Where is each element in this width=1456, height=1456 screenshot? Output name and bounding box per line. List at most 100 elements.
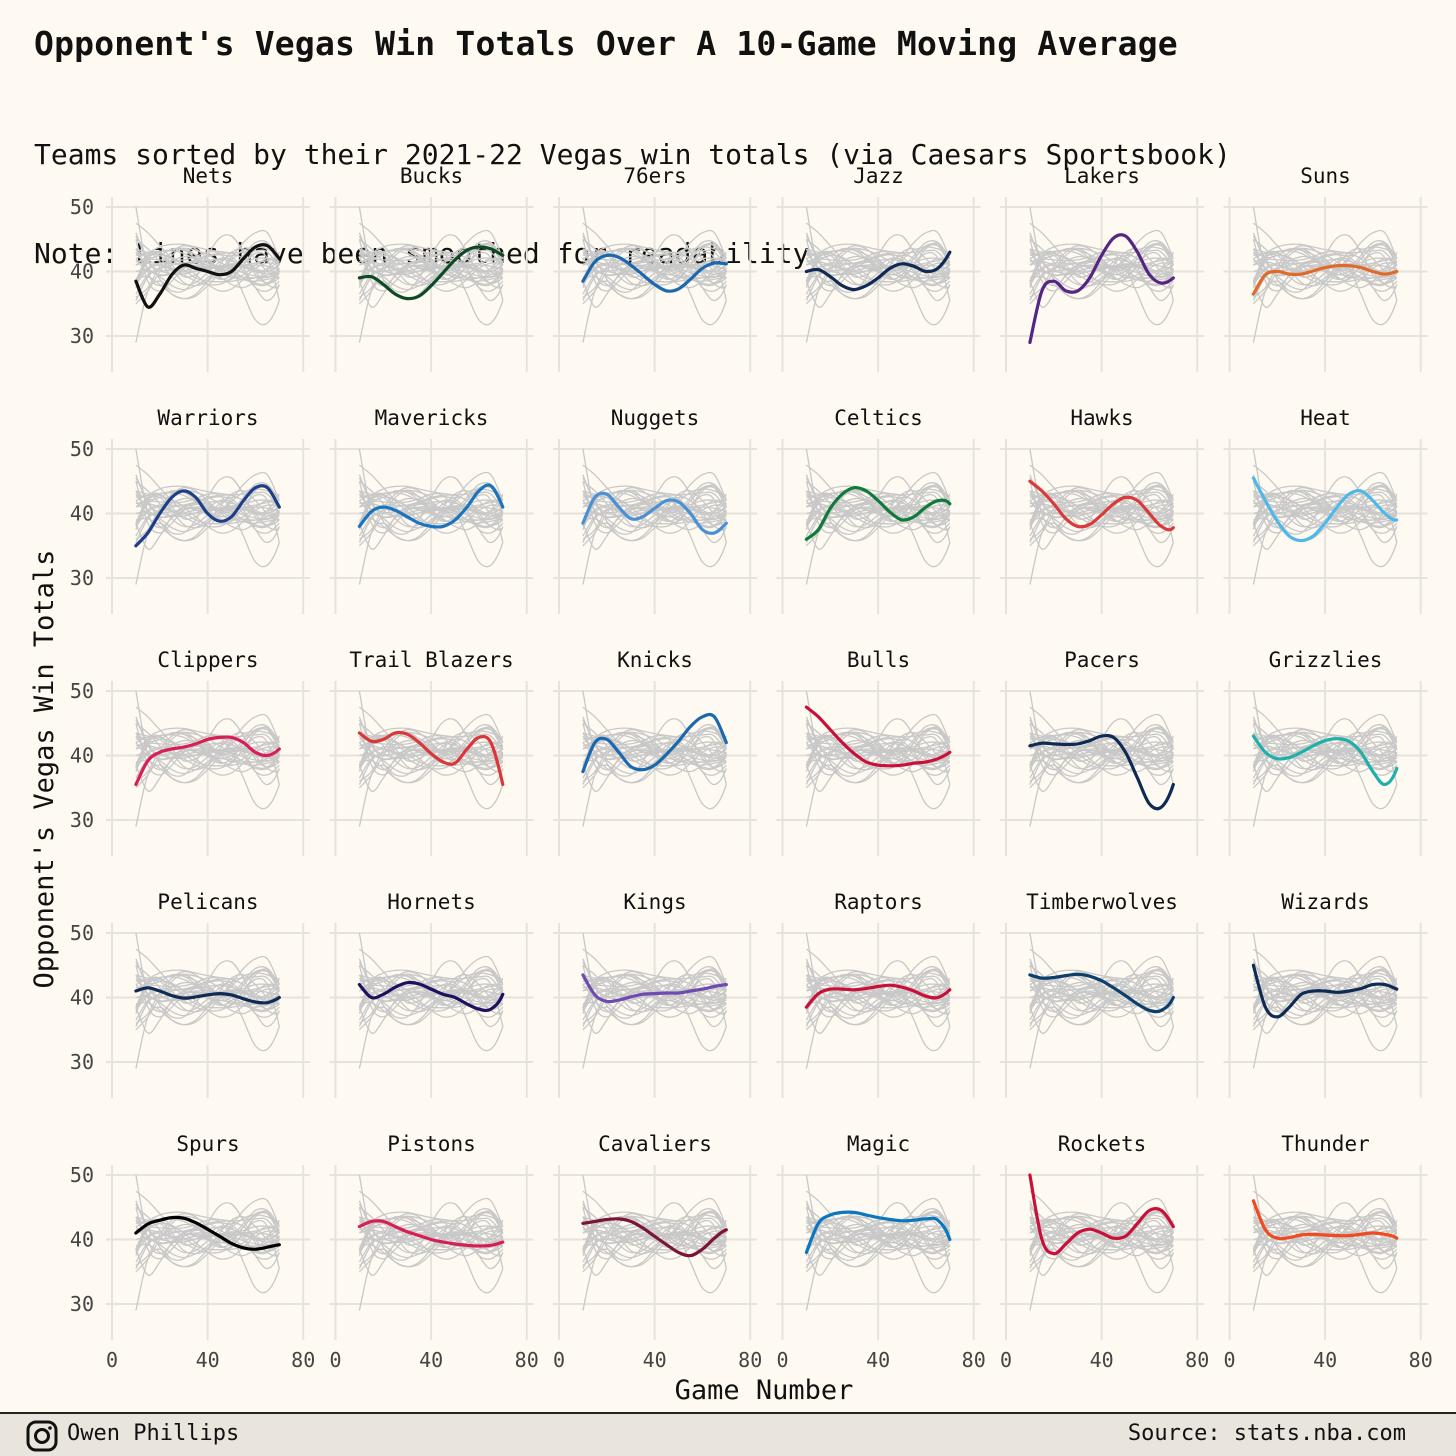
- series-line-jazz: [804, 250, 952, 292]
- background-line-thunder: [805, 958, 951, 998]
- background-line-thunder: [1029, 474, 1174, 514]
- background-line-rockets: [358, 690, 504, 771]
- background-line-hornets: [358, 497, 504, 528]
- background-line-pacers: [582, 492, 727, 568]
- x-tick-label: 0: [1000, 1348, 1012, 1372]
- facet-label: Mavericks: [375, 406, 489, 430]
- background-line-bucks: [806, 488, 951, 542]
- background-line-grizzlies: [805, 977, 951, 1028]
- background-line-thunder: [582, 716, 727, 756]
- background-line-rockets: [358, 1174, 504, 1255]
- background-line-hawks: [358, 964, 504, 1015]
- background-line-pistons: [1253, 494, 1398, 521]
- background-line-cavaliers: [1253, 734, 1398, 773]
- facet-label: Clippers: [157, 648, 258, 672]
- background-line-hornets: [1029, 255, 1174, 286]
- panel-pelicans: Pelicans 30 40 50: [70, 890, 310, 1098]
- background-line-hornets: [135, 255, 280, 286]
- source-note: Source: stats.nba.com: [1127, 1421, 1406, 1446]
- panel-magic: Magic: [776, 1132, 981, 1340]
- background-line-thunder: [135, 958, 280, 998]
- background-line-cavaliers: [1253, 492, 1398, 531]
- chart-title: Opponent's Vegas Win Totals Over A 10-Ga…: [34, 24, 1178, 63]
- panel-raptors: Raptors: [776, 890, 981, 1098]
- background-line-thunder: [1029, 958, 1174, 998]
- facet-label: Raptors: [834, 890, 923, 914]
- background-line-grizzlies: [805, 251, 951, 302]
- background-line-rockets: [582, 206, 727, 287]
- background-line-pistons: [1029, 736, 1174, 763]
- background-line-pistons: [582, 252, 727, 279]
- background-line-magic: [805, 485, 951, 527]
- background-line-grizzlies: [358, 1219, 504, 1270]
- background-line-rockets: [805, 206, 951, 287]
- background-line-pacers: [806, 1218, 951, 1294]
- x-tick-label: 80: [962, 1348, 986, 1372]
- y-tick-label: 30: [70, 1292, 94, 1316]
- series-line-clippers: [134, 735, 281, 787]
- background-line-cavaliers: [1029, 734, 1174, 773]
- background-line-hornets: [135, 1223, 280, 1254]
- background-line-pacers: [806, 734, 951, 810]
- y-tick-label: 30: [70, 324, 94, 348]
- panel-knicks: Knicks: [553, 648, 757, 856]
- background-line-pacers: [1029, 1218, 1174, 1294]
- x-axis-label: Game Number: [675, 1375, 854, 1406]
- background-line-rockets: [1029, 448, 1174, 529]
- background-line-magic: [358, 1211, 504, 1253]
- background-line-pistons: [806, 252, 951, 279]
- background-line-magic: [1252, 1211, 1398, 1253]
- x-tick-label: 0: [553, 1348, 565, 1372]
- background-line-hawks: [805, 722, 951, 773]
- background-line-magic: [582, 485, 727, 527]
- background-line-hawks: [582, 1206, 727, 1257]
- background-line-cavaliers: [806, 250, 951, 289]
- background-line-pacers: [135, 492, 280, 568]
- y-axis-label: Opponent's Vegas Win Totals: [29, 550, 60, 989]
- background-line-bucks: [135, 972, 280, 1026]
- background-line-hornets: [358, 739, 504, 770]
- background-line-pistons: [1029, 978, 1174, 1005]
- background-line-grizzlies: [1029, 735, 1174, 786]
- panel-thunder: Thunder: [1223, 1132, 1428, 1340]
- background-line-cavaliers: [582, 734, 727, 773]
- background-line-magic: [358, 969, 504, 1011]
- instagram-icon: [26, 1420, 58, 1452]
- series-line-bucks: [357, 245, 505, 301]
- background-line-hawks: [1252, 480, 1398, 531]
- background-line-pacers: [1253, 734, 1398, 810]
- series-line-wizards: [1251, 963, 1399, 1019]
- background-line-grizzlies: [1252, 977, 1398, 1028]
- background-line-hornets: [805, 739, 951, 770]
- panel-hawks: Hawks: [1000, 406, 1204, 614]
- background-line-rockets: [805, 448, 951, 529]
- panel-nets: Nets 30 40 50: [70, 164, 310, 372]
- background-line-magic: [582, 243, 727, 285]
- background-line-pistons: [1253, 736, 1398, 763]
- y-tick-label: 30: [70, 566, 94, 590]
- series-line-celtics: [804, 486, 952, 541]
- series-line-bulls: [804, 705, 952, 768]
- panel-nuggets: Nuggets: [553, 406, 757, 614]
- background-line-rockets: [1029, 206, 1174, 287]
- background-line-thunder: [805, 1200, 951, 1240]
- series-line-nuggets: [581, 491, 728, 535]
- background-line-pacers: [1253, 250, 1398, 326]
- background-line-magic: [1029, 243, 1174, 285]
- background-line-magic: [358, 727, 504, 769]
- subtitle-line-1: Teams sorted by their 2021-22 Vegas win …: [34, 138, 1231, 171]
- background-line-hornets: [582, 981, 727, 1012]
- facet-label: Suns: [1300, 164, 1351, 188]
- background-line-bucks: [806, 972, 951, 1026]
- x-tick-label: 80: [515, 1348, 539, 1372]
- facet-label: Hawks: [1070, 406, 1133, 430]
- background-line-rockets: [805, 690, 951, 771]
- background-line-rockets: [582, 690, 727, 771]
- x-tick-label: 40: [1090, 1348, 1114, 1372]
- background-line-hawks: [135, 1206, 280, 1257]
- background-line-thunder: [805, 716, 951, 756]
- background-line-rockets: [582, 1174, 727, 1255]
- facet-label: Kings: [623, 890, 686, 914]
- background-line-grizzlies: [358, 493, 504, 544]
- background-line-cavaliers: [135, 492, 280, 531]
